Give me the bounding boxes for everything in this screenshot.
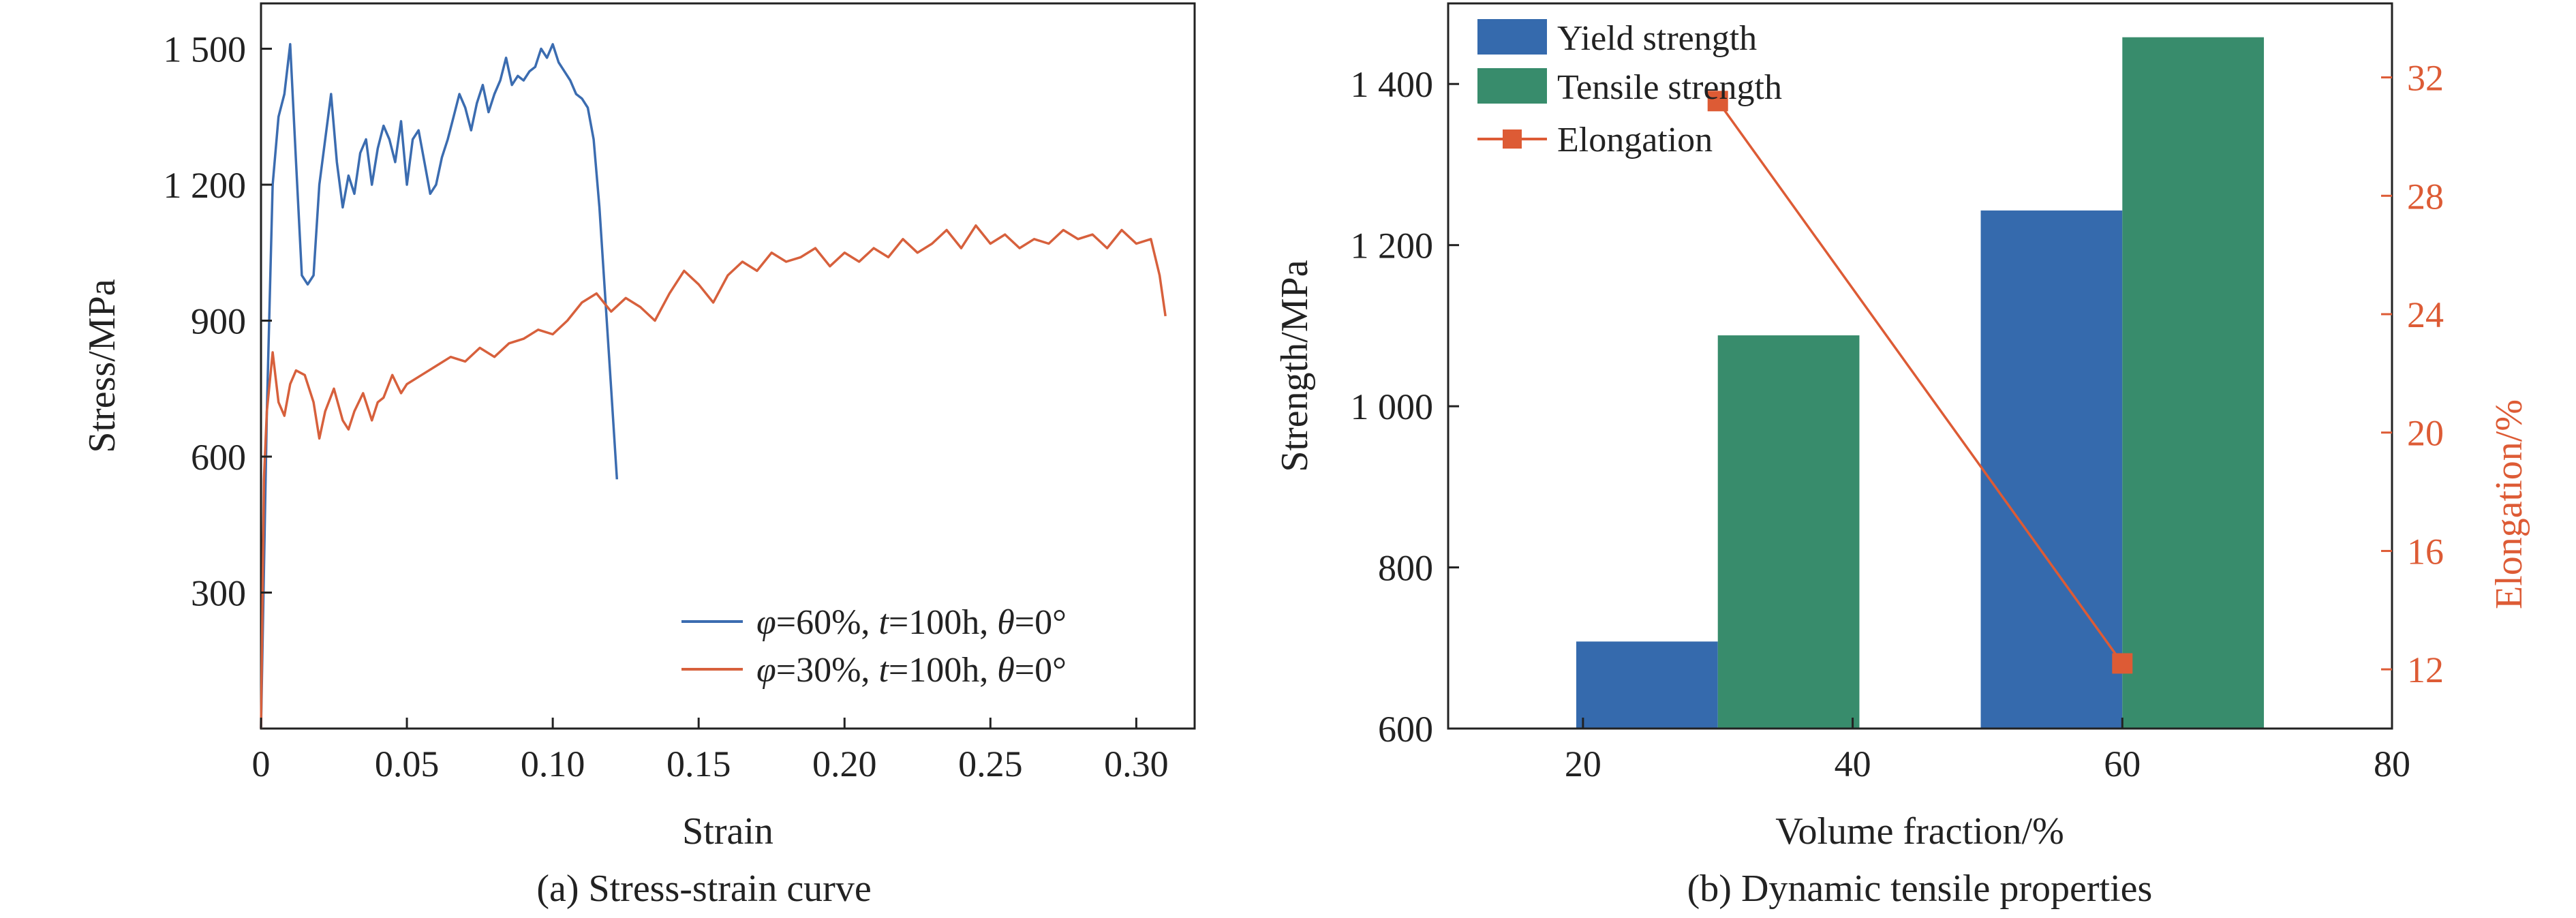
legend-orange-t-value: =100h,	[889, 651, 997, 690]
x-tick-label: 0.20	[812, 744, 877, 784]
panel-a-y-ticks: 300 600 900 1 200 1 500	[164, 29, 272, 614]
x-tick-label: 60	[2104, 744, 2141, 784]
y-tick-label: 600	[1378, 709, 1433, 750]
x-tick-label: 80	[2374, 744, 2410, 784]
panel-a-series	[260, 43, 1167, 729]
stress-curve-phi60	[260, 43, 619, 729]
legend-blue-t-value: =100h,	[889, 603, 997, 642]
elongation-marker-30	[1707, 91, 1728, 112]
legend-blue-theta-value: =0°	[1015, 603, 1067, 642]
y-tick-label: 1 500	[164, 29, 247, 70]
panel-a-caption: (a) Stress-strain curve	[536, 868, 871, 910]
panel-b-x-ticks: 20 40 60 80	[1565, 718, 2410, 784]
panel-b-elongation	[1707, 91, 2133, 674]
x-tick-label: 0.15	[666, 744, 731, 784]
legend-label-elongation: Elongation	[1557, 121, 1713, 159]
x-tick-label: 20	[1565, 744, 1601, 784]
x-tick-label: 0.05	[375, 744, 440, 784]
yield-bar-30	[1576, 641, 1718, 729]
y-tick-label: 600	[191, 437, 246, 478]
panel-b-y2-axis-title: Elongation/%	[2488, 399, 2530, 609]
y2-tick-label: 28	[2407, 176, 2444, 217]
y2-tick-label: 12	[2407, 649, 2444, 690]
x-tick-label: 0.25	[958, 744, 1023, 784]
panel-a-frame	[260, 2, 1196, 730]
y2-tick-label: 16	[2407, 531, 2444, 572]
panel-b-legend: Yield strength Tensile strength Elongati…	[1477, 19, 1782, 159]
legend-orange-theta: θ	[997, 651, 1015, 690]
legend-blue-phi-value: =60%,	[776, 603, 879, 642]
panel-b-frame	[1447, 2, 2393, 730]
tensile-properties-panel: 20 40 60 80 600 800 1 000 1 200 1 400 12 16 20 24 2…	[1274, 2, 2530, 910]
y-tick-label: 800	[1378, 548, 1433, 589]
elongation-line	[1717, 100, 2123, 664]
y2-tick-label: 24	[2407, 294, 2444, 335]
y2-tick-label: 32	[2407, 58, 2444, 99]
y-tick-label: 1 200	[164, 165, 247, 206]
legend-label-yield: Yield strength	[1557, 19, 1757, 58]
panel-a-x-ticks: 0 0.05 0.10 0.15 0.20 0.25 0.30	[252, 718, 1169, 784]
legend-swatch-elongation-marker	[1503, 129, 1522, 149]
x-tick-label: 0.30	[1104, 744, 1169, 784]
panel-b-x-axis-title: Volume fraction/%	[1775, 810, 2064, 853]
y-tick-label: 900	[191, 301, 246, 342]
panel-a-x-axis-title: Strain	[682, 810, 773, 853]
stress-curve-phi30	[260, 224, 1167, 729]
legend-blue-theta: θ	[997, 603, 1015, 642]
yield-bar-60	[1980, 210, 2123, 729]
legend-blue-phi: φ	[756, 603, 776, 642]
legend-label-orange: φ=30%, t=100h, θ=0°	[756, 651, 1067, 690]
legend-blue-t: t	[878, 603, 889, 642]
legend-orange-phi-value: =30%,	[776, 651, 879, 690]
panel-b-y-ticks: 600 800 1 000 1 200 1 400	[1351, 64, 1459, 750]
y2-tick-label: 20	[2407, 413, 2444, 454]
y-tick-label: 300	[191, 573, 246, 614]
legend-orange-theta-value: =0°	[1015, 651, 1067, 690]
panel-a-y-axis-title: Stress/MPa	[81, 279, 123, 453]
panel-b-bars	[1576, 37, 2265, 729]
legend-swatch-tensile	[1477, 68, 1547, 104]
y-tick-label: 1 200	[1351, 226, 1434, 266]
legend-label-tensile: Tensile strength	[1557, 68, 1782, 107]
y-tick-label: 1 000	[1351, 386, 1434, 427]
legend-orange-t: t	[878, 651, 889, 690]
legend-orange-phi: φ	[756, 651, 776, 690]
elongation-marker-60	[2112, 653, 2133, 674]
x-tick-label: 0.10	[521, 744, 585, 784]
panel-b-caption: (b) Dynamic tensile properties	[1687, 868, 2153, 910]
y-tick-label: 1 400	[1351, 64, 1434, 105]
tensile-bar-60	[2122, 37, 2265, 729]
panel-b-y-axis-title: Strength/MPa	[1274, 260, 1316, 472]
legend-swatch-yield	[1477, 19, 1547, 55]
panel-b-y2-ticks: 12 16 20 24 28 32	[2381, 58, 2444, 690]
tensile-bar-30	[1717, 335, 1860, 729]
x-tick-label: 40	[1835, 744, 1871, 784]
x-tick-label: 0	[252, 744, 271, 784]
stress-strain-panel: 0 0.05 0.10 0.15 0.20 0.25 0.30 300 600 900 1 200…	[81, 2, 1196, 910]
legend-label-blue: φ=60%, t=100h, θ=0°	[756, 603, 1067, 642]
panel-a-legend: φ=60%, t=100h, θ=0° φ=30%, t=100h, θ=0°	[681, 603, 1067, 690]
